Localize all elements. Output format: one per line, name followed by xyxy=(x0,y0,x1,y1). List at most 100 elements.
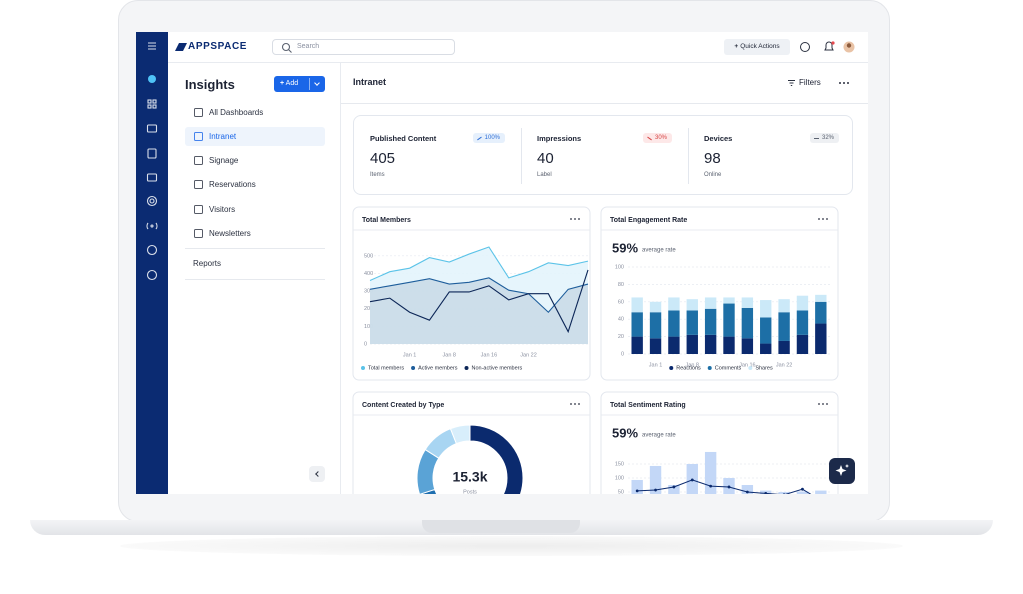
divider xyxy=(341,103,868,104)
area xyxy=(370,277,588,344)
filters-button[interactable]: Filters xyxy=(799,78,821,87)
split xyxy=(309,78,310,90)
nav-item[interactable]: Intranet xyxy=(185,126,325,146)
kpi-change: 30% xyxy=(654,135,667,141)
kpi-badge: 30% xyxy=(642,133,672,143)
kpi-change: 32% xyxy=(821,135,834,141)
x-tick-label: Jan 22 xyxy=(520,352,537,358)
sidebar-icons xyxy=(146,42,158,281)
nav-item[interactable]: Reservations xyxy=(185,175,325,194)
more-dot xyxy=(570,218,572,220)
bar xyxy=(704,297,717,309)
y-tick-label: 150 xyxy=(615,461,624,467)
quick-actions-button[interactable]: + Quick Actions xyxy=(724,39,790,55)
kpi-label: Impressions xyxy=(537,134,582,143)
legend-label: Comments xyxy=(715,365,742,371)
bar xyxy=(668,297,680,311)
legend-label: Total members xyxy=(368,365,404,371)
kpi: Impressions 40 Label 30% xyxy=(521,116,688,196)
y-tick-label: 300 xyxy=(364,289,373,295)
legend: Total members Active members Non-active me… xyxy=(361,365,523,371)
nav-item[interactable]: All Dashboards xyxy=(185,103,325,122)
kpi-label: Devices xyxy=(704,134,733,143)
nav-label: Visitors xyxy=(209,204,236,214)
nav-panel xyxy=(169,63,341,494)
legend-swatch xyxy=(464,366,469,370)
bar xyxy=(649,338,662,354)
kpi-label: Published Content xyxy=(370,134,437,143)
nav-label: Intranet xyxy=(209,131,237,141)
kpi-value: 40 xyxy=(537,150,554,167)
kpi-unit: Online xyxy=(704,172,722,178)
more-dot xyxy=(826,218,828,220)
plus: + xyxy=(734,43,739,50)
nav-item[interactable]: Signage xyxy=(185,151,325,170)
ai-button[interactable] xyxy=(829,458,855,484)
nav-reports[interactable]: Reports xyxy=(193,259,222,268)
kpi-card: Published Content 405 Items 100% Impressions… xyxy=(353,115,853,195)
shadow xyxy=(120,536,903,556)
bar xyxy=(686,299,698,311)
bar xyxy=(796,334,809,354)
kpi: Devices 98 Online 32% xyxy=(688,116,855,196)
bar xyxy=(760,343,772,354)
nav-item[interactable]: Visitors xyxy=(185,200,325,219)
line-point xyxy=(635,489,639,493)
nav-label: Reservations xyxy=(209,180,256,190)
nav-icon xyxy=(194,107,203,117)
bar xyxy=(649,301,662,313)
x-tick-label: Jan 1 xyxy=(403,352,416,358)
y-tick-label: 200 xyxy=(364,306,373,312)
more-dot xyxy=(574,218,576,220)
bar xyxy=(741,307,754,339)
more-dot xyxy=(578,403,580,405)
y-tick-label: 100 xyxy=(364,324,373,330)
line-point xyxy=(690,478,694,482)
quick-actions-label: Quick Actions xyxy=(740,43,780,50)
headline-label: average rate xyxy=(642,248,676,254)
collapse-button[interactable] xyxy=(309,466,325,482)
screen: APPSPACE Search + Quick Actions Insights … xyxy=(136,32,868,494)
kpi-badge: 32% xyxy=(809,133,839,143)
bar xyxy=(741,485,754,494)
more-dot xyxy=(570,403,572,405)
logo-mark xyxy=(175,43,187,51)
legend-swatch xyxy=(411,366,416,370)
legend-label: Non-active members xyxy=(472,365,523,371)
nav-icon xyxy=(194,204,203,214)
bar xyxy=(686,334,698,354)
search-icon xyxy=(281,42,292,53)
nav-icon xyxy=(194,180,203,190)
x-tick-label: Jan 8 xyxy=(686,362,699,368)
y-tick-label: 0 xyxy=(621,351,624,357)
y-tick-label: 80 xyxy=(618,282,624,288)
logo: APPSPACE xyxy=(188,41,248,52)
nav-item[interactable]: Newsletters xyxy=(185,224,325,243)
bar xyxy=(704,334,717,354)
nav-icon xyxy=(194,229,203,238)
y-tick-label: 20 xyxy=(618,334,624,340)
center-value: 15.3k xyxy=(452,469,487,485)
line-point xyxy=(801,487,804,491)
kpi: Published Content 405 Items 100% xyxy=(354,116,521,196)
line xyxy=(369,277,589,314)
x-tick-label: Jan 8 xyxy=(443,352,456,358)
add-button[interactable]: + Add xyxy=(274,76,325,92)
sparkle-icon xyxy=(835,464,849,476)
trend-icon xyxy=(813,137,819,139)
main-title: Intranet xyxy=(353,77,387,87)
y-tick-label: 0 xyxy=(364,341,367,347)
bar xyxy=(741,338,754,354)
kpi-divider xyxy=(688,128,689,184)
bar xyxy=(631,479,643,494)
kpi-unit: Label xyxy=(537,172,552,178)
bar xyxy=(796,295,809,311)
center-label: Posts xyxy=(463,489,477,494)
bar xyxy=(815,490,827,494)
search-box[interactable]: Search xyxy=(272,39,455,55)
chart-card xyxy=(352,391,591,494)
bar xyxy=(631,312,643,337)
kpi-value: 98 xyxy=(704,150,721,167)
more-button[interactable] xyxy=(838,80,850,86)
bar xyxy=(815,301,827,324)
